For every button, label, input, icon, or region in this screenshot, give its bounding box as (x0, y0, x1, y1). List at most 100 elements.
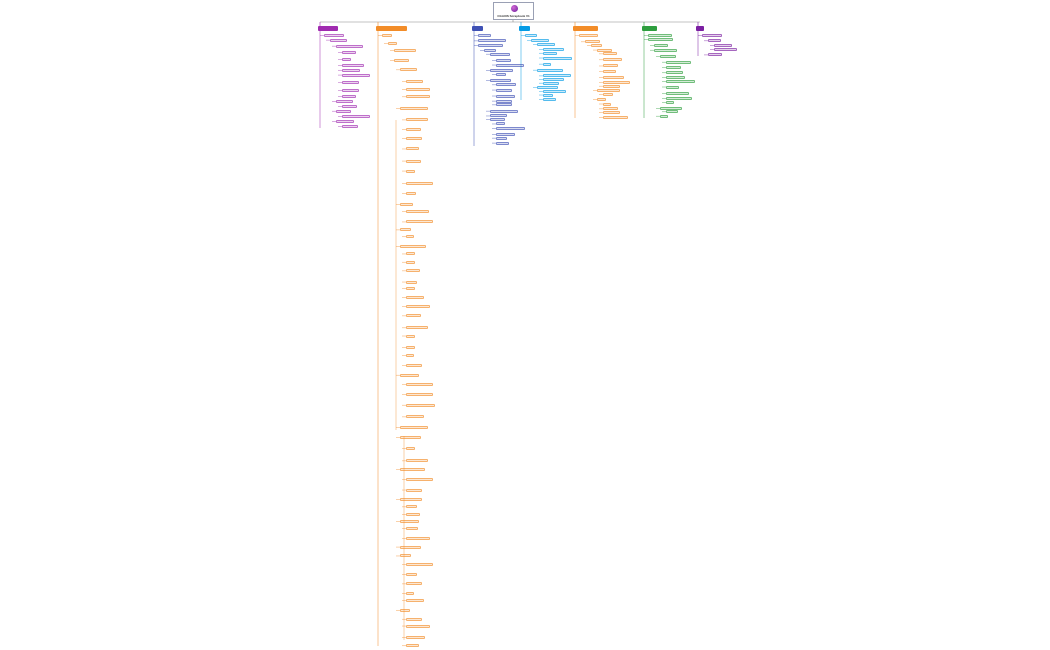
leaf-node[interactable] (579, 34, 598, 37)
leaf-node[interactable] (400, 373, 419, 377)
leaf-node[interactable] (543, 74, 571, 78)
leaf-node[interactable] (406, 591, 414, 595)
leaf-node[interactable] (406, 147, 419, 151)
leaf-node[interactable] (406, 393, 433, 397)
leaf-node[interactable] (406, 459, 428, 463)
leaf-node[interactable] (603, 116, 628, 120)
leaf-node[interactable] (666, 80, 695, 84)
leaf-node[interactable] (543, 56, 572, 60)
leaf-node[interactable] (400, 519, 419, 523)
leaf-node[interactable] (496, 88, 512, 92)
leaf-node[interactable] (537, 43, 555, 47)
leaf-node[interactable] (406, 181, 433, 185)
leaf-node[interactable] (406, 169, 415, 173)
leaf-node[interactable] (543, 77, 564, 81)
leaf-node[interactable] (394, 48, 416, 52)
root-node[interactable]: CGAXIS Scrapbook V1 (493, 2, 534, 20)
leaf-node[interactable] (336, 109, 351, 113)
leaf-node[interactable] (324, 34, 344, 37)
leaf-node[interactable] (708, 53, 722, 57)
leaf-node[interactable] (537, 68, 563, 72)
leaf-node[interactable] (496, 122, 505, 126)
leaf-node[interactable] (406, 537, 430, 541)
leaf-node[interactable] (603, 64, 618, 68)
leaf-node[interactable] (490, 109, 518, 113)
leaf-node[interactable] (603, 76, 624, 80)
leaf-node[interactable] (537, 86, 558, 90)
leaf-node[interactable] (400, 203, 413, 207)
leaf-node[interactable] (543, 62, 551, 66)
leaf-node[interactable] (406, 513, 420, 517)
leaf-node[interactable] (382, 34, 392, 37)
leaf-node[interactable] (496, 63, 524, 67)
leaf-node[interactable] (400, 426, 428, 430)
leaf-node[interactable] (490, 52, 510, 56)
leaf-node[interactable] (406, 252, 415, 256)
leaf-node[interactable] (531, 39, 549, 43)
leaf-node[interactable] (342, 50, 356, 54)
leaf-node[interactable] (543, 51, 557, 55)
leaf-node[interactable] (406, 95, 430, 99)
leaf-node[interactable] (342, 81, 359, 85)
leaf-node[interactable] (603, 52, 617, 56)
leaf-node[interactable] (336, 44, 363, 48)
leaf-node[interactable] (342, 95, 356, 99)
leaf-node[interactable] (394, 59, 409, 63)
leaf-node[interactable] (388, 41, 397, 45)
leaf-node[interactable] (342, 68, 360, 72)
leaf-node[interactable] (496, 132, 515, 136)
leaf-node[interactable] (666, 97, 692, 101)
leaf-node[interactable] (406, 477, 433, 481)
leaf-node[interactable] (336, 120, 354, 124)
leaf-node[interactable] (406, 346, 415, 350)
leaf-node[interactable] (666, 71, 683, 75)
leaf-node[interactable] (400, 545, 421, 549)
leaf-node[interactable] (648, 37, 673, 41)
leaf-node[interactable] (660, 54, 676, 58)
leaf-node[interactable] (603, 102, 611, 106)
leaf-node[interactable] (543, 81, 559, 85)
leaf-node[interactable] (400, 497, 422, 501)
leaf-node[interactable] (406, 191, 416, 195)
leaf-node[interactable] (400, 106, 428, 110)
leaf-node[interactable] (406, 526, 418, 530)
leaf-node[interactable] (666, 60, 691, 64)
leaf-node[interactable] (406, 287, 415, 291)
branch-7[interactable] (696, 26, 704, 31)
leaf-node[interactable] (400, 468, 425, 472)
leaf-node[interactable] (342, 73, 370, 77)
leaf-node[interactable] (406, 617, 422, 621)
leaf-node[interactable] (603, 58, 622, 62)
leaf-node[interactable] (708, 39, 721, 43)
leaf-node[interactable] (406, 296, 424, 300)
leaf-node[interactable] (400, 608, 410, 612)
leaf-node[interactable] (406, 159, 421, 163)
leaf-node[interactable] (597, 97, 606, 101)
leaf-node[interactable] (406, 314, 421, 318)
leaf-node[interactable] (496, 127, 525, 131)
leaf-node[interactable] (702, 34, 722, 37)
leaf-node[interactable] (648, 34, 672, 37)
leaf-node[interactable] (543, 89, 566, 93)
leaf-node[interactable] (660, 114, 668, 118)
leaf-node[interactable] (490, 68, 513, 72)
leaf-node[interactable] (406, 305, 430, 309)
leaf-node[interactable] (591, 44, 602, 48)
leaf-node[interactable] (400, 554, 411, 558)
leaf-node[interactable] (406, 235, 414, 239)
leaf-node[interactable] (666, 85, 679, 89)
leaf-node[interactable] (342, 88, 359, 92)
leaf-node[interactable] (406, 598, 424, 602)
leaf-node[interactable] (597, 48, 612, 52)
leaf-node[interactable] (496, 99, 512, 103)
leaf-node[interactable] (406, 136, 422, 140)
leaf-node[interactable] (490, 114, 507, 118)
leaf-node[interactable] (714, 47, 737, 51)
leaf-node[interactable] (478, 34, 491, 37)
leaf-node[interactable] (585, 40, 600, 44)
leaf-node[interactable] (406, 79, 423, 83)
leaf-node[interactable] (496, 83, 516, 87)
leaf-node[interactable] (342, 104, 357, 108)
leaf-node[interactable] (400, 435, 421, 439)
